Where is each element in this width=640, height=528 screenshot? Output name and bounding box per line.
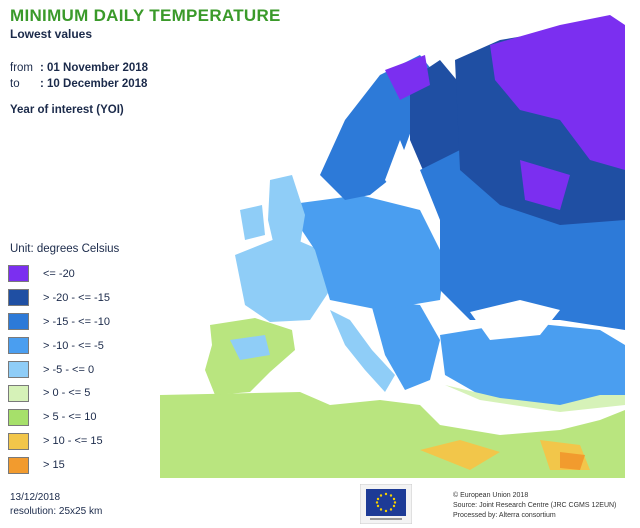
legend-swatch	[8, 456, 29, 474]
legend-item: > -10 - <= -5	[8, 334, 110, 358]
to-label: to	[10, 78, 20, 90]
balkans-region	[370, 300, 440, 390]
legend-swatch	[8, 408, 29, 426]
ireland-region	[240, 205, 265, 240]
legend-label: > 5 - <= 10	[43, 411, 97, 424]
credit-processed: Processed by: Alterra consortium	[453, 512, 556, 519]
legend-swatch	[8, 313, 29, 331]
legend-label: > 0 - <= 5	[43, 387, 91, 400]
from-value: : 01 November 2018	[40, 62, 149, 74]
france-region	[235, 235, 330, 322]
turkey-warm-coast	[445, 385, 625, 412]
eu-flag-logo	[360, 484, 412, 524]
legend-label: > 10 - <= 15	[43, 435, 103, 448]
legend-item: > 10 - <= 15	[8, 429, 110, 453]
legend-label: > -15 - <= -10	[43, 315, 110, 328]
legend-swatch	[8, 265, 29, 283]
from-label: from	[10, 62, 33, 74]
year-of-interest: Year of interest (YOI)	[10, 104, 124, 116]
africa-warm-patches	[420, 440, 590, 470]
africa-region	[160, 392, 625, 478]
iberia-cold-patches	[230, 335, 270, 360]
legend-label: > -5 - <= 0	[43, 363, 95, 376]
africa-hot-patch	[560, 452, 585, 470]
legend-label: > -20 - <= -15	[43, 291, 110, 304]
legend-item: > 15	[8, 453, 110, 477]
legend-item: > -5 - <= 0	[8, 358, 110, 382]
legend-item: > 0 - <= 5	[8, 381, 110, 405]
turkey-region	[440, 322, 625, 410]
central-europe-region	[285, 195, 445, 310]
legend-swatch	[8, 337, 29, 355]
to-value: : 10 December 2018	[40, 78, 148, 90]
legend-label: > -10 - <= -5	[43, 339, 104, 352]
period-from: from : 01 November 2018	[10, 62, 148, 74]
legend-swatch	[8, 384, 29, 402]
map-resolution: resolution: 25x25 km	[10, 506, 103, 517]
north-cold-patch	[385, 55, 430, 100]
map-date: 13/12/2018	[10, 492, 61, 503]
finland-region	[410, 60, 465, 175]
legend-unit: Unit: degrees Celsius	[10, 243, 120, 255]
legend-item: > -15 - <= -10	[8, 310, 110, 334]
legend-swatch	[8, 432, 29, 450]
britain-region	[268, 175, 305, 250]
russia-coldest-region	[490, 15, 625, 170]
legend-item: > 5 - <= 10	[8, 405, 110, 429]
credit-source: Source: Joint Research Centre (JRC CGMS …	[453, 502, 617, 509]
map-title: MINIMUM DAILY TEMPERATURE	[10, 6, 281, 25]
credits: © European Union 2018 Source: Joint Rese…	[453, 491, 616, 521]
legend-label: > 15	[43, 459, 65, 472]
legend-swatch	[8, 361, 29, 378]
legend-item: > -20 - <= -15	[8, 286, 110, 310]
legend-swatch	[8, 289, 29, 307]
italy-region	[330, 310, 395, 392]
map-subtitle: Lowest values	[10, 27, 93, 41]
legend-label: <= -20	[43, 267, 75, 280]
russia-cold-patch	[520, 160, 570, 210]
baltic-sea	[385, 140, 410, 200]
legend-item: <= -20	[8, 262, 110, 286]
black-sea	[470, 300, 560, 340]
credit-copyright: © European Union 2018	[453, 492, 529, 499]
legend: <= -20 > -20 - <= -15 > -15 - <= -10 > -…	[8, 262, 110, 477]
period-to: to : 10 December 2018	[10, 78, 147, 90]
